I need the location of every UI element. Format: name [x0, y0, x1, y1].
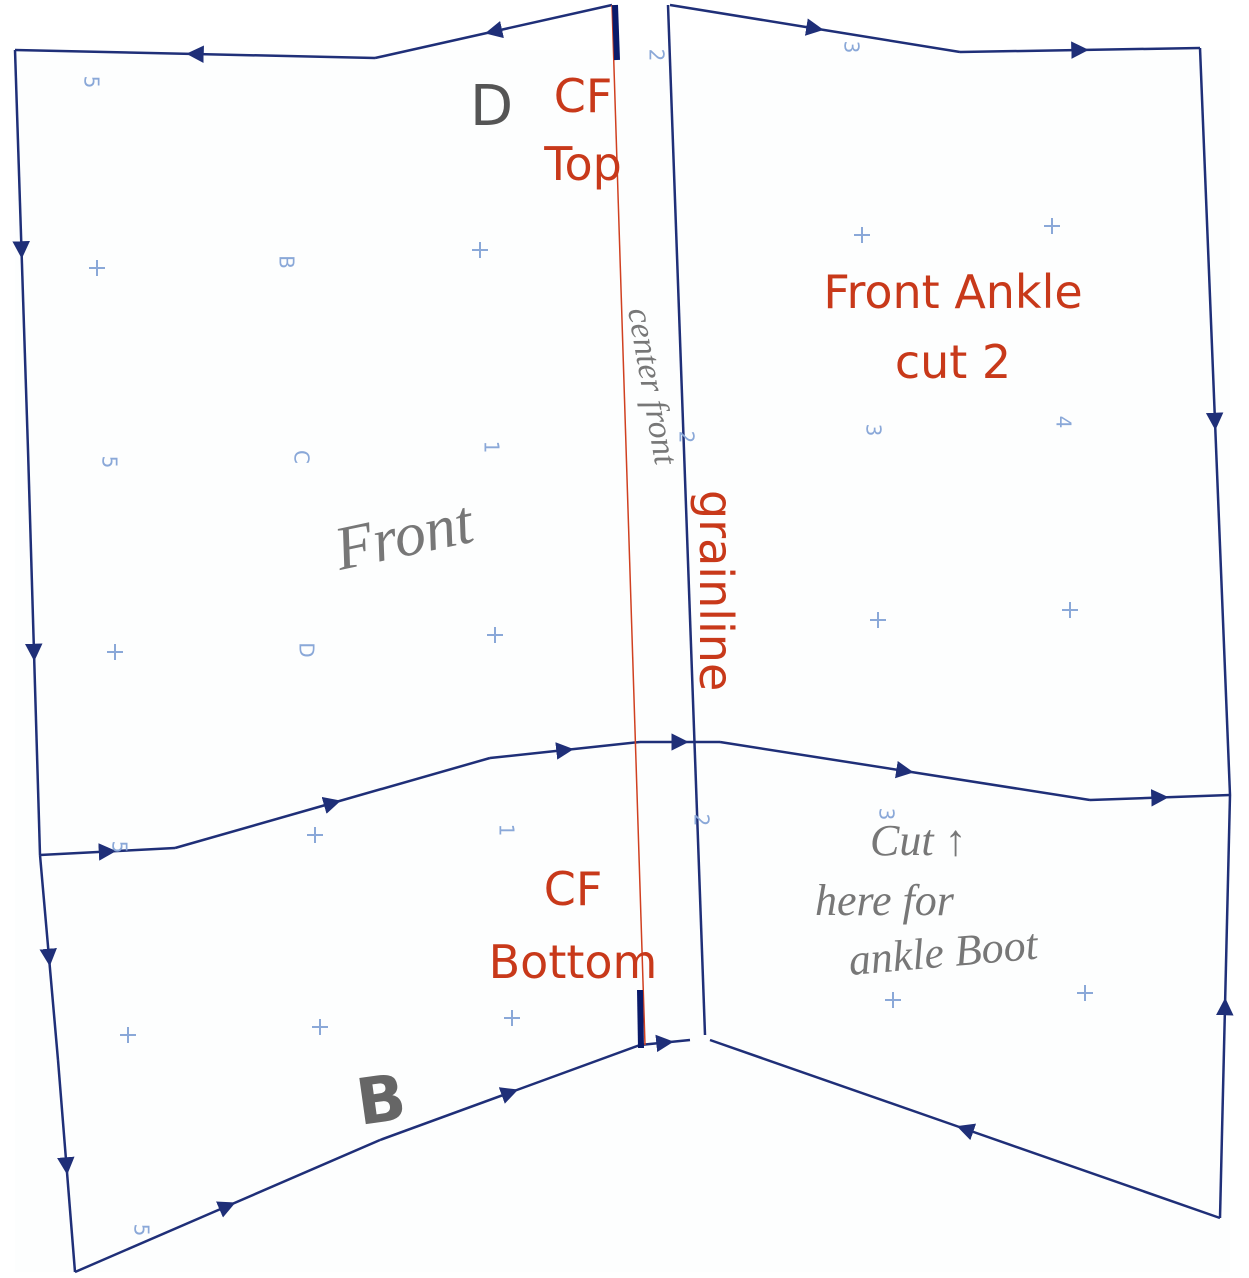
paper: [15, 50, 1230, 1272]
marker: 5: [108, 841, 132, 854]
pattern: 5BCD512223431553 CF Top Front Ankle cut …: [0, 0, 1249, 1278]
piece-letter: D: [470, 74, 513, 139]
front-ankle: cut 2: [895, 335, 1011, 389]
marker: 5: [80, 76, 104, 89]
marker: 1: [495, 824, 519, 837]
marker: 2: [690, 814, 714, 827]
cf-top: Top: [543, 137, 622, 191]
edge: [815, 29, 960, 53]
marker: 5: [130, 1224, 154, 1237]
marker: 5: [98, 456, 122, 469]
piece-letter: B: [352, 1061, 411, 1141]
cf-bottom: CF: [544, 862, 603, 916]
hand-cut-note: Cut ↑: [870, 816, 967, 865]
edge: [1080, 48, 1200, 50]
cf-mark-bottom: [640, 990, 641, 1048]
edge: [670, 5, 815, 29]
marker: C: [290, 450, 314, 464]
marker: D: [295, 642, 319, 657]
grainline: grainline: [689, 490, 743, 691]
edge: [494, 5, 613, 32]
marker: 4: [1052, 416, 1076, 429]
hand-cut-note: here for: [815, 876, 955, 925]
marker: 2: [645, 49, 669, 62]
marker: B: [275, 255, 299, 269]
cf-bottom: Bottom: [489, 935, 658, 989]
cf-top: CF: [554, 69, 613, 123]
front-ankle: Front Ankle: [823, 265, 1082, 319]
marker: 1: [480, 441, 504, 454]
marker: 3: [862, 424, 886, 437]
marker: 3: [840, 41, 864, 54]
cf-mark-top: [615, 5, 617, 60]
